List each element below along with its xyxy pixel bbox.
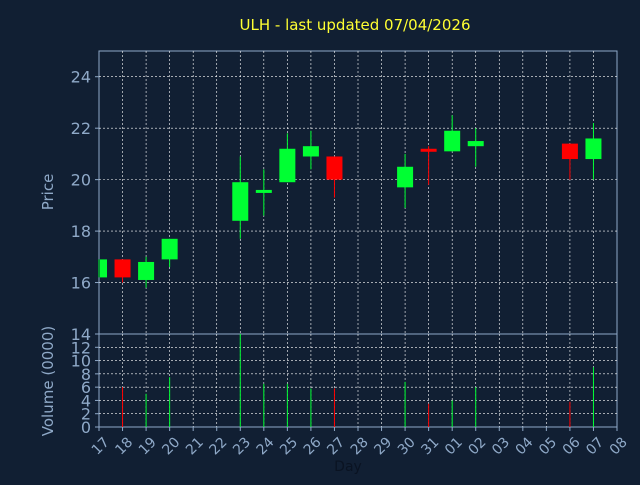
x-tick-label: 17 — [89, 434, 113, 458]
candle-body — [326, 156, 343, 180]
candle-body — [444, 130, 461, 152]
candle-body — [561, 143, 578, 160]
candle — [397, 153, 414, 208]
price-axis-label: Price — [39, 174, 57, 211]
x-tick-label: 20 — [159, 434, 183, 458]
candle — [561, 143, 578, 180]
x-tick-label: 24 — [254, 434, 278, 458]
x-tick-label: 25 — [277, 434, 301, 458]
volume-tick-label: 6 — [81, 378, 91, 397]
x-axis-label: Day — [334, 459, 362, 475]
volume-tick-label: 10 — [71, 352, 91, 371]
candle-body — [161, 238, 178, 260]
volume-tick-label: 4 — [81, 391, 91, 410]
x-tick-label: 07 — [583, 434, 607, 458]
x-tick-label: 08 — [607, 434, 631, 458]
candle-body — [279, 148, 296, 183]
x-tick-label: 28 — [348, 434, 372, 458]
x-tick-label: 05 — [536, 434, 560, 458]
x-tick-label: 21 — [183, 434, 207, 458]
volume-tick-label: 0 — [81, 418, 91, 437]
candle-body — [100, 259, 107, 278]
x-tick-label: 27 — [324, 434, 348, 458]
candle — [98, 259, 107, 278]
price-tick-label: 22 — [71, 119, 91, 138]
price-panel: 14 16 18 20 22 24 — [71, 50, 618, 344]
x-tick-label: 22 — [207, 434, 231, 458]
price-tick-label: 20 — [71, 171, 91, 190]
candle — [585, 123, 602, 180]
candle — [138, 256, 155, 288]
candle — [232, 156, 249, 239]
candle-body — [232, 182, 249, 221]
candle — [161, 238, 178, 268]
x-tick-label: 04 — [513, 434, 537, 458]
candle-body — [585, 138, 602, 160]
x-tick-label: 03 — [489, 434, 513, 458]
price-tick-label: 24 — [71, 68, 91, 87]
volume-tick-label: 12 — [71, 338, 91, 357]
x-tick-label: 06 — [560, 434, 584, 458]
x-axis: 17 18 19 20 21 22 23 24 25 26 27 28 29 30 31 01 02 03 04 05… — [89, 427, 631, 458]
x-tick-label: 23 — [230, 434, 254, 458]
volume-axis-label: Volume (0000) — [39, 326, 57, 436]
x-tick-label: 29 — [371, 434, 395, 458]
candle-body — [397, 166, 414, 188]
candle — [114, 259, 131, 283]
x-tick-label: 30 — [395, 434, 419, 458]
candle-body — [302, 146, 319, 157]
price-tick-label: 16 — [71, 274, 91, 293]
candle — [326, 156, 343, 198]
candle-body — [114, 259, 131, 278]
x-tick-label: 31 — [418, 434, 442, 458]
volume-tick-label: 8 — [81, 365, 91, 384]
candle — [302, 130, 319, 170]
candle — [467, 128, 484, 167]
candle — [255, 169, 272, 216]
candle-body — [255, 189, 272, 193]
chart-title: ULH - last updated 07/04/2026 — [240, 16, 471, 34]
candle — [444, 115, 461, 152]
volume-tick-label: 2 — [81, 405, 91, 424]
price-tick-label: 18 — [71, 222, 91, 241]
x-tick-label: 19 — [136, 434, 160, 458]
candle-body — [467, 141, 484, 147]
x-tick-label: 02 — [466, 434, 490, 458]
candle — [420, 146, 437, 185]
candle-body — [138, 261, 155, 280]
candle-body — [420, 148, 437, 152]
price-tick-label: 14 — [71, 325, 91, 344]
x-tick-label: 01 — [442, 434, 466, 458]
x-tick-label: 18 — [112, 434, 136, 458]
candle — [279, 133, 296, 183]
x-tick-label: 26 — [301, 434, 325, 458]
